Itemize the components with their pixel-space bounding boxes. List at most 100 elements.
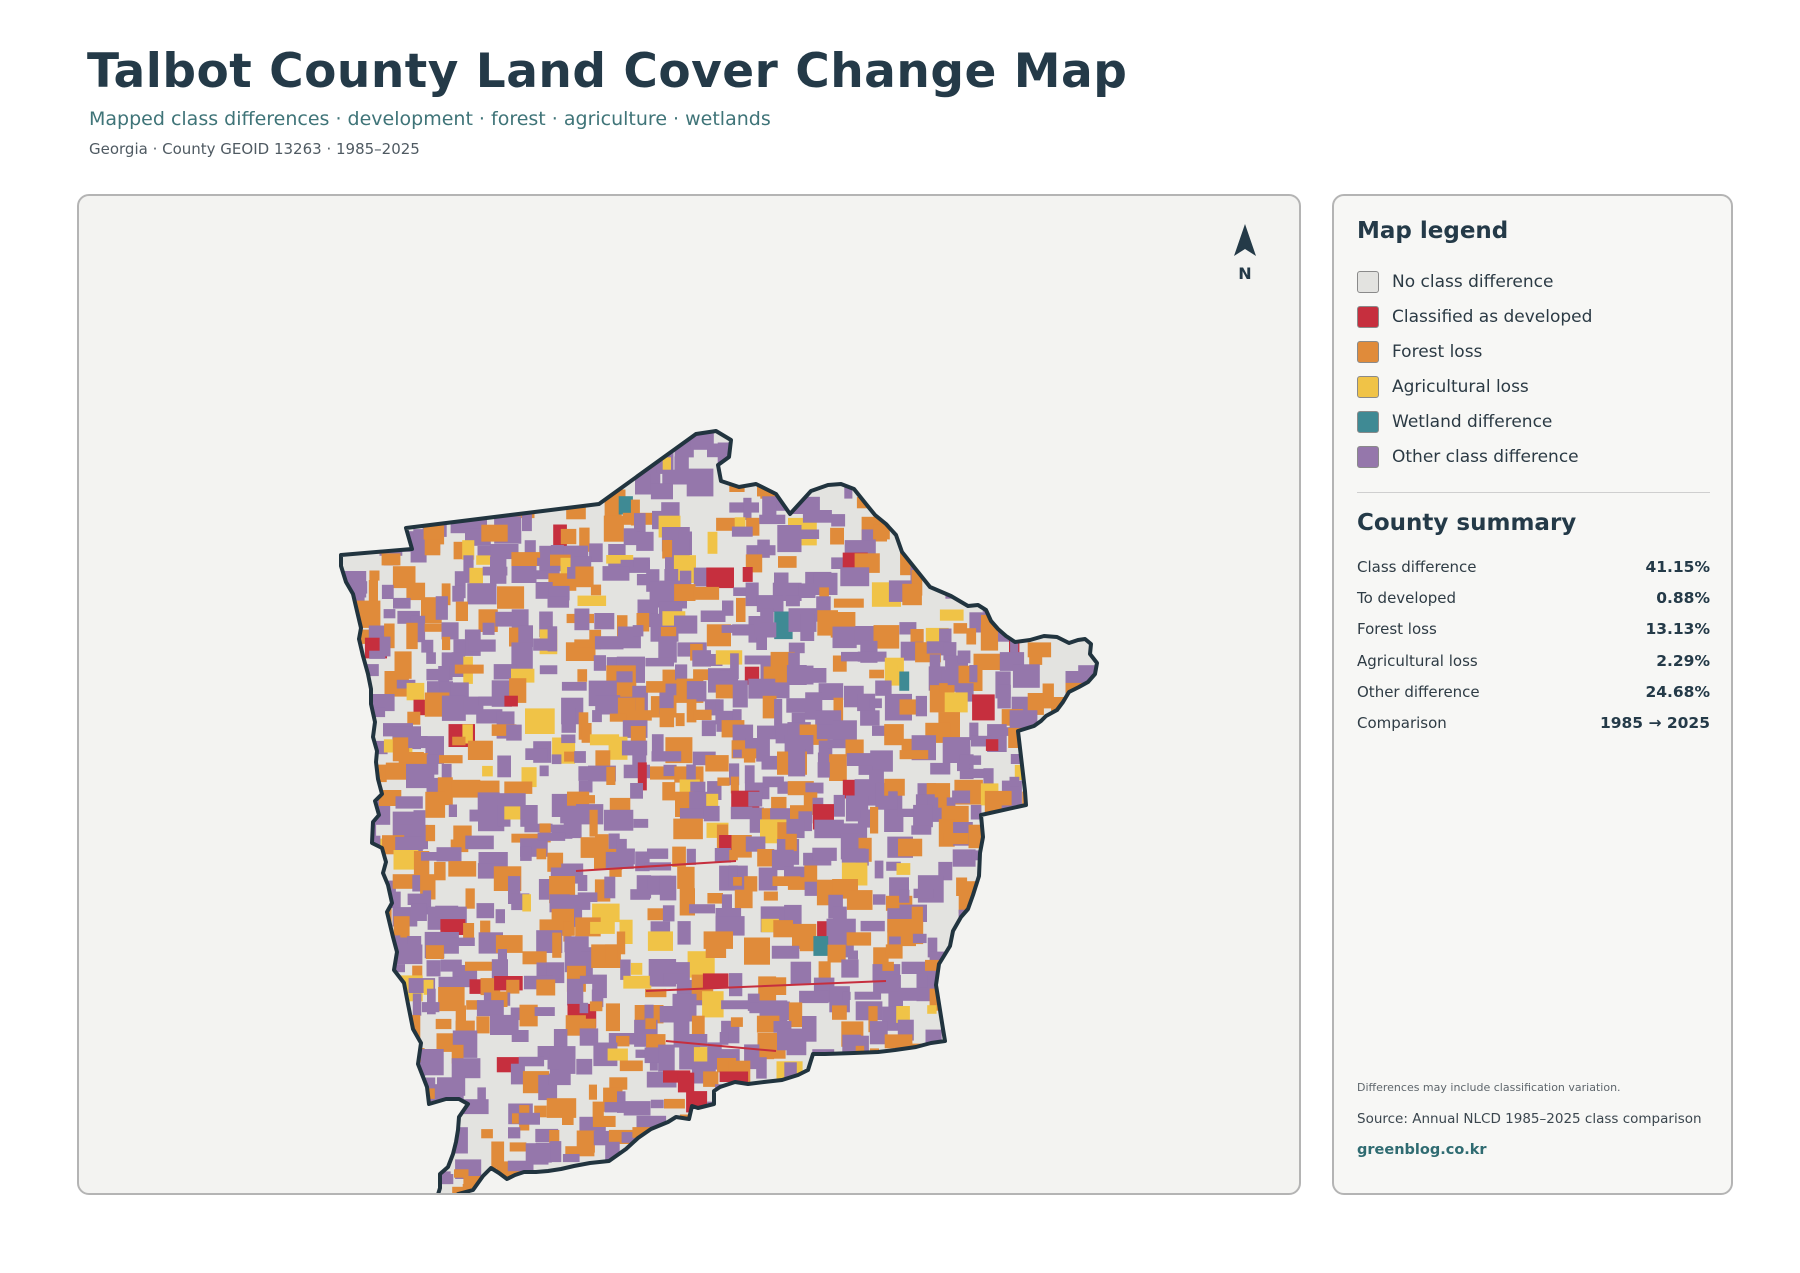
map-panel[interactable] xyxy=(77,194,1301,1195)
land-cover-patch xyxy=(1024,1072,1037,1086)
land-cover-patch xyxy=(930,456,954,478)
land-cover-patch xyxy=(1014,993,1041,1008)
land-cover-patch xyxy=(438,666,450,692)
land-cover-patch xyxy=(647,848,669,859)
land-cover-patch xyxy=(827,944,846,963)
land-cover-patch xyxy=(1037,880,1067,908)
summary-value: 1985 → 2025 xyxy=(1599,714,1710,733)
land-cover-patch xyxy=(537,557,562,566)
land-cover-patch xyxy=(1024,441,1044,458)
land-cover-patch xyxy=(420,1103,436,1130)
land-cover-patch xyxy=(395,836,423,854)
land-cover-patch xyxy=(1092,933,1097,946)
land-cover-patch xyxy=(1054,447,1078,471)
land-cover-patch xyxy=(762,447,777,459)
land-cover-patch xyxy=(854,991,882,1000)
land-cover-patch xyxy=(1012,1048,1040,1072)
land-cover-patch xyxy=(1052,749,1075,763)
land-cover-patch xyxy=(546,1098,577,1118)
land-cover-patch xyxy=(561,441,573,452)
land-cover-patch xyxy=(649,1062,658,1071)
land-cover-patch xyxy=(579,527,590,552)
county-map[interactable] xyxy=(79,196,1301,1195)
land-cover-patch xyxy=(1080,585,1096,609)
land-cover-patch xyxy=(605,461,616,473)
land-cover-patch xyxy=(619,1060,643,1072)
land-cover-patch xyxy=(435,596,448,620)
land-cover-patch xyxy=(913,804,933,828)
land-cover-patch xyxy=(774,1103,783,1120)
land-cover-patch xyxy=(1053,806,1083,827)
land-cover-patch xyxy=(633,557,650,568)
land-cover-patch xyxy=(772,876,801,886)
land-cover-patch xyxy=(832,626,857,649)
summary-table: Class difference 41.15% To developed 0.88%… xyxy=(1357,551,1710,739)
land-cover-patch xyxy=(369,570,380,581)
land-cover-patch xyxy=(590,921,615,934)
land-cover-patch xyxy=(915,695,927,717)
land-cover-patch xyxy=(1042,556,1072,572)
land-cover-patch xyxy=(954,468,979,484)
land-cover-patch xyxy=(535,447,557,456)
land-cover-patch xyxy=(826,1074,836,1101)
land-cover-patch xyxy=(986,1015,995,1034)
land-cover-patch xyxy=(873,974,901,994)
land-cover-patch xyxy=(591,989,604,1008)
land-cover-patch xyxy=(693,586,720,600)
land-cover-patch xyxy=(756,637,767,650)
land-cover-patch xyxy=(342,986,360,999)
summary-row: Forest loss 13.13% xyxy=(1357,614,1710,645)
land-cover-patch xyxy=(830,527,844,545)
land-cover-patch xyxy=(733,749,742,758)
land-cover-patch xyxy=(982,989,1000,1008)
land-cover-patch xyxy=(1040,572,1055,587)
land-cover-patch xyxy=(1066,1084,1082,1104)
land-cover-patch xyxy=(522,894,531,912)
land-cover-patch xyxy=(497,586,525,609)
land-cover-patch xyxy=(954,1146,983,1156)
land-cover-patch xyxy=(773,920,793,938)
land-cover-patch xyxy=(958,1035,982,1045)
land-cover-patch xyxy=(899,889,910,903)
land-cover-patch xyxy=(673,1019,690,1048)
summary-value: 13.13% xyxy=(1645,620,1710,639)
land-cover-patch xyxy=(856,440,868,458)
land-cover-patch xyxy=(577,892,598,902)
land-cover-patch xyxy=(954,935,984,944)
land-cover-patch xyxy=(914,1159,930,1180)
land-cover-patch xyxy=(341,1056,351,1081)
land-cover-patch xyxy=(784,1115,803,1139)
land-cover-patch xyxy=(1057,614,1072,634)
land-cover-patch xyxy=(1071,959,1097,983)
land-cover-patch xyxy=(784,1129,815,1154)
land-cover-patch xyxy=(511,642,533,671)
land-cover-patch xyxy=(1000,1020,1017,1044)
land-cover-patch xyxy=(703,931,733,949)
land-cover-patch xyxy=(634,513,646,541)
land-cover-patch xyxy=(844,1059,857,1072)
land-cover-patch xyxy=(1024,1119,1053,1136)
land-cover-patch xyxy=(745,582,759,607)
land-cover-patch xyxy=(609,1170,634,1189)
land-cover-patch xyxy=(440,446,450,457)
land-cover-patch xyxy=(663,973,684,985)
land-cover-patch xyxy=(1080,554,1089,572)
land-cover-patch xyxy=(650,1099,664,1109)
land-cover-patch xyxy=(721,1000,749,1010)
land-cover-patch xyxy=(539,470,552,495)
land-cover-patch xyxy=(609,1077,628,1090)
land-cover-patch xyxy=(827,1184,846,1193)
summary-title: County summary xyxy=(1357,510,1577,536)
land-cover-patch xyxy=(805,1175,825,1193)
brand-link[interactable]: greenblog.co.kr xyxy=(1357,1142,1487,1158)
land-cover-patch xyxy=(995,821,1025,832)
summary-value: 24.68% xyxy=(1645,682,1710,701)
land-cover-patch xyxy=(563,818,582,839)
land-cover-patch xyxy=(784,904,802,925)
land-cover-patch xyxy=(491,724,517,736)
land-cover-patch xyxy=(1080,820,1097,836)
land-cover-patch xyxy=(396,1141,419,1153)
land-cover-patch xyxy=(453,471,474,480)
land-cover-patch xyxy=(1081,1186,1097,1193)
land-cover-patch xyxy=(462,724,473,744)
